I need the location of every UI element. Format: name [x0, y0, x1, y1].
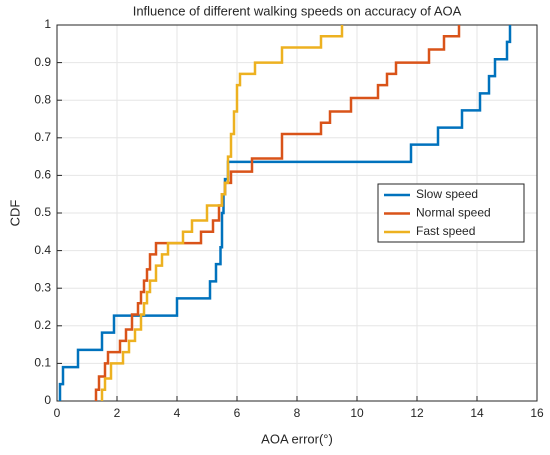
x-tick-label: 4: [174, 406, 181, 420]
x-tick-label: 12: [410, 406, 424, 420]
x-tick-label: 0: [54, 406, 61, 420]
x-tick-label: 14: [470, 406, 484, 420]
cdf-line: [58, 25, 512, 401]
y-tick-label: 0.2: [34, 318, 51, 332]
legend-label: Normal speed: [416, 206, 491, 220]
y-tick-label: 0.3: [34, 280, 51, 294]
cdf-line: [100, 25, 344, 401]
x-axis-label: AOA error(°): [261, 431, 333, 446]
x-tick-label: 8: [294, 406, 301, 420]
y-tick-label: 0.1: [34, 356, 51, 370]
x-tick-label: 6: [234, 406, 241, 420]
y-tick-label: 0.6: [34, 168, 51, 182]
x-tick-label: 2: [114, 406, 121, 420]
y-tick-label: 0.8: [34, 92, 51, 106]
legend-label: Fast speed: [416, 224, 475, 238]
y-tick-label: 1: [44, 17, 51, 31]
chart-title: Influence of different walking speeds on…: [133, 3, 462, 18]
y-tick-label: 0.9: [34, 55, 51, 69]
y-tick-label: 0: [44, 393, 51, 407]
y-tick-label: 0.5: [34, 205, 51, 219]
x-tick-label: 10: [350, 406, 364, 420]
y-axis-label: CDF: [7, 200, 22, 227]
y-tick-label: 0.7: [34, 130, 51, 144]
x-tick-label: 16: [530, 406, 544, 420]
y-tick-label: 0.4: [34, 243, 51, 257]
cdf-line: [94, 25, 461, 401]
plot-frame: [56, 24, 538, 402]
legend-label: Slow speed: [416, 187, 478, 201]
